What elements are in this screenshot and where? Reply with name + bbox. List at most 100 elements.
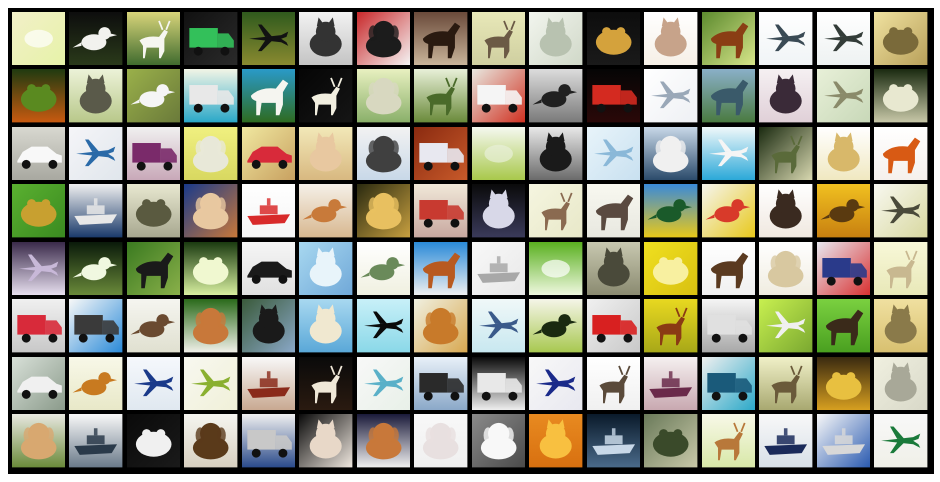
image-tile-airplane	[529, 356, 583, 411]
image-tile-bird	[529, 69, 583, 123]
airplane-thumbnail	[126, 356, 181, 411]
cat-thumbnail	[586, 241, 641, 296]
image-tile-truck	[414, 126, 468, 181]
image-tile-airplane	[874, 184, 928, 238]
image-tile-bird	[356, 241, 411, 296]
image-tile-deer	[759, 356, 813, 411]
cat-thumbnail	[69, 69, 123, 123]
cat-thumbnail	[759, 69, 813, 123]
image-tile-airplane	[69, 126, 123, 181]
image-tile-automobile	[241, 241, 296, 296]
image-tile-airplane	[816, 12, 871, 66]
dog-thumbnail	[356, 69, 411, 123]
horse-thumbnail	[874, 126, 928, 181]
ship-thumbnail	[759, 414, 813, 468]
image-tile-automobile	[12, 126, 66, 181]
image-tile-truck	[241, 414, 296, 468]
airplane-thumbnail	[471, 299, 526, 353]
image-tile-frog	[874, 69, 928, 123]
cat-thumbnail	[874, 356, 928, 411]
deer-thumbnail	[126, 12, 181, 66]
deer-thumbnail	[529, 184, 583, 238]
image-tile-horse	[701, 69, 756, 123]
airplane-thumbnail	[874, 184, 928, 238]
image-tile-deer	[529, 184, 583, 238]
ship-thumbnail	[241, 356, 296, 411]
image-tile-horse	[586, 184, 641, 238]
image-tile-dog	[356, 184, 411, 238]
landscape-thumbnail	[529, 241, 583, 296]
landscape-thumbnail	[12, 12, 66, 66]
bird-thumbnail	[69, 356, 123, 411]
image-tile-bird	[299, 184, 353, 238]
image-tile-dog	[414, 414, 468, 468]
image-tile-truck	[701, 356, 756, 411]
image-tile-cat	[529, 414, 583, 468]
image-tile-deer	[701, 414, 756, 468]
image-grid	[12, 12, 928, 468]
image-tile-cat	[241, 299, 296, 353]
image-tile-airplane	[586, 126, 641, 181]
image-tile-airplane	[126, 356, 181, 411]
image-tile-cat	[759, 69, 813, 123]
image-tile-dog	[356, 69, 411, 123]
image-tile-truck	[471, 356, 526, 411]
frog-thumbnail	[816, 356, 871, 411]
cat-thumbnail	[241, 299, 296, 353]
image-tile-deer	[414, 69, 468, 123]
image-tile-automobile	[241, 126, 296, 181]
horse-thumbnail	[816, 299, 871, 353]
frog-thumbnail	[644, 414, 698, 468]
bird-thumbnail	[126, 69, 181, 123]
deer-thumbnail	[759, 356, 813, 411]
image-tile-automobile	[12, 356, 66, 411]
airplane-thumbnail	[816, 12, 871, 66]
image-tile-cat	[529, 126, 583, 181]
image-tile-cat	[874, 356, 928, 411]
horse-thumbnail	[126, 241, 181, 296]
image-tile-ship	[644, 356, 698, 411]
airplane-thumbnail	[356, 356, 411, 411]
frog-thumbnail	[126, 184, 181, 238]
image-tile-horse	[701, 12, 756, 66]
image-tile-frog	[12, 184, 66, 238]
image-tile-truck	[586, 299, 641, 353]
ship-thumbnail	[241, 184, 296, 238]
image-tile-airplane	[356, 356, 411, 411]
truck-thumbnail	[586, 299, 641, 353]
image-tile-airplane	[12, 241, 66, 296]
bird-thumbnail	[701, 184, 756, 238]
deer-thumbnail	[414, 69, 468, 123]
airplane-thumbnail	[586, 126, 641, 181]
airplane-thumbnail	[12, 241, 66, 296]
horse-thumbnail	[414, 241, 468, 296]
dog-thumbnail	[759, 241, 813, 296]
image-tile-frog	[644, 414, 698, 468]
truck-thumbnail	[414, 126, 468, 181]
frog-thumbnail	[12, 69, 66, 123]
image-tile-frog	[816, 356, 871, 411]
image-tile-dog	[414, 299, 468, 353]
cat-thumbnail	[299, 414, 353, 468]
frog-thumbnail	[126, 414, 181, 468]
deer-thumbnail	[759, 126, 813, 181]
airplane-thumbnail	[644, 69, 698, 123]
image-tile-bird	[529, 299, 583, 353]
image-tile-landscape	[12, 12, 66, 66]
image-tile-deer	[126, 12, 181, 66]
image-tile-cat	[471, 184, 526, 238]
frog-thumbnail	[874, 69, 928, 123]
image-tile-horse	[701, 241, 756, 296]
dog-thumbnail	[414, 299, 468, 353]
bird-thumbnail	[644, 184, 698, 238]
dog-thumbnail	[12, 414, 66, 468]
image-tile-landscape	[529, 241, 583, 296]
image-tile-airplane	[874, 414, 928, 468]
image-tile-bird	[69, 12, 123, 66]
image-tile-dog	[356, 12, 411, 66]
truck-thumbnail	[701, 356, 756, 411]
cat-thumbnail	[471, 184, 526, 238]
ship-thumbnail	[69, 184, 123, 238]
frog-thumbnail	[184, 241, 238, 296]
ship-thumbnail	[586, 414, 641, 468]
